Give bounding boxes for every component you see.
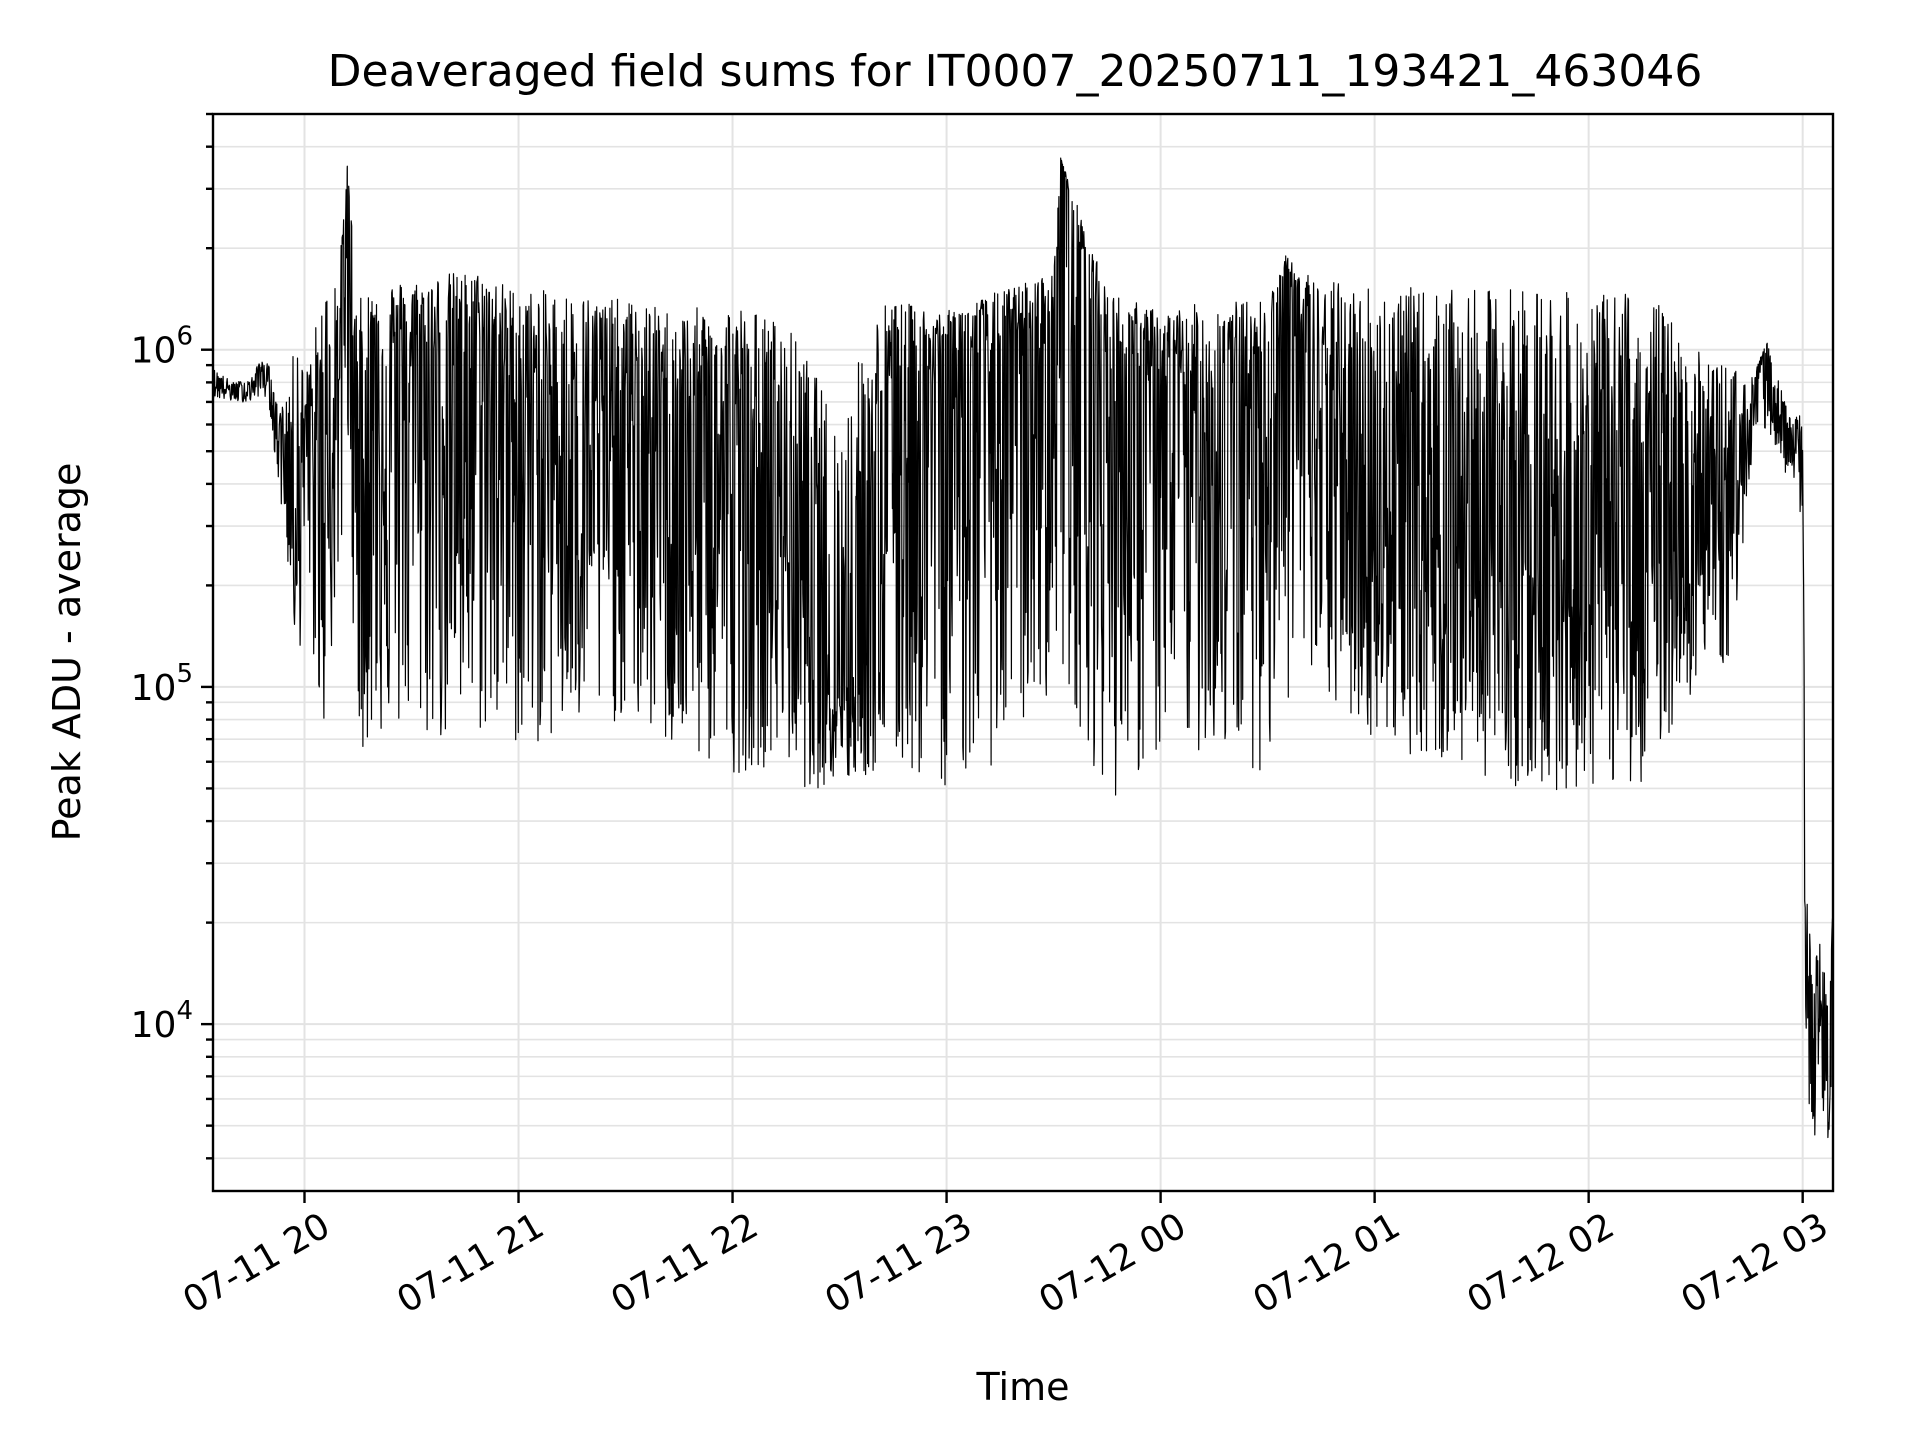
y-tick-base: 10 — [131, 331, 177, 372]
y-tick-exponent: 5 — [176, 659, 193, 689]
y-tick-label: 105 — [131, 659, 193, 709]
x-tick-label: 07-12 02 — [1460, 1205, 1621, 1321]
x-tick-label: 07-11 20 — [176, 1205, 337, 1321]
x-tick-label: 07-12 03 — [1675, 1205, 1836, 1321]
x-tick-label: 07-11 21 — [390, 1205, 551, 1321]
y-tick-exponent: 6 — [176, 322, 193, 352]
plot-frame — [211, 112, 1835, 1193]
y-tick-exponent: 4 — [176, 996, 193, 1026]
x-axis: 07-11 20 07-11 21 07-11 22 07-11 23 07-12 00… — [176, 1191, 1835, 1322]
series-layer — [212, 157, 1834, 1139]
y-tick-label: 106 — [131, 322, 193, 372]
y-tick-base: 10 — [131, 1005, 177, 1046]
x-tick-label: 07-11 23 — [818, 1205, 979, 1321]
x-tick-label: 07-11 22 — [604, 1205, 765, 1321]
series-line — [212, 157, 1834, 1139]
y-tick-label: 104 — [131, 996, 193, 1046]
x-tick-label: 07-12 01 — [1246, 1205, 1407, 1321]
chart-title: Deaveraged field sums for IT0007_2025071… — [328, 46, 1703, 97]
x-axis-label: Time — [976, 1365, 1070, 1409]
y-tick-base: 10 — [131, 668, 177, 709]
y-axis-label: Peak ADU - average — [45, 463, 89, 842]
x-tick-label: 07-12 00 — [1032, 1205, 1193, 1321]
